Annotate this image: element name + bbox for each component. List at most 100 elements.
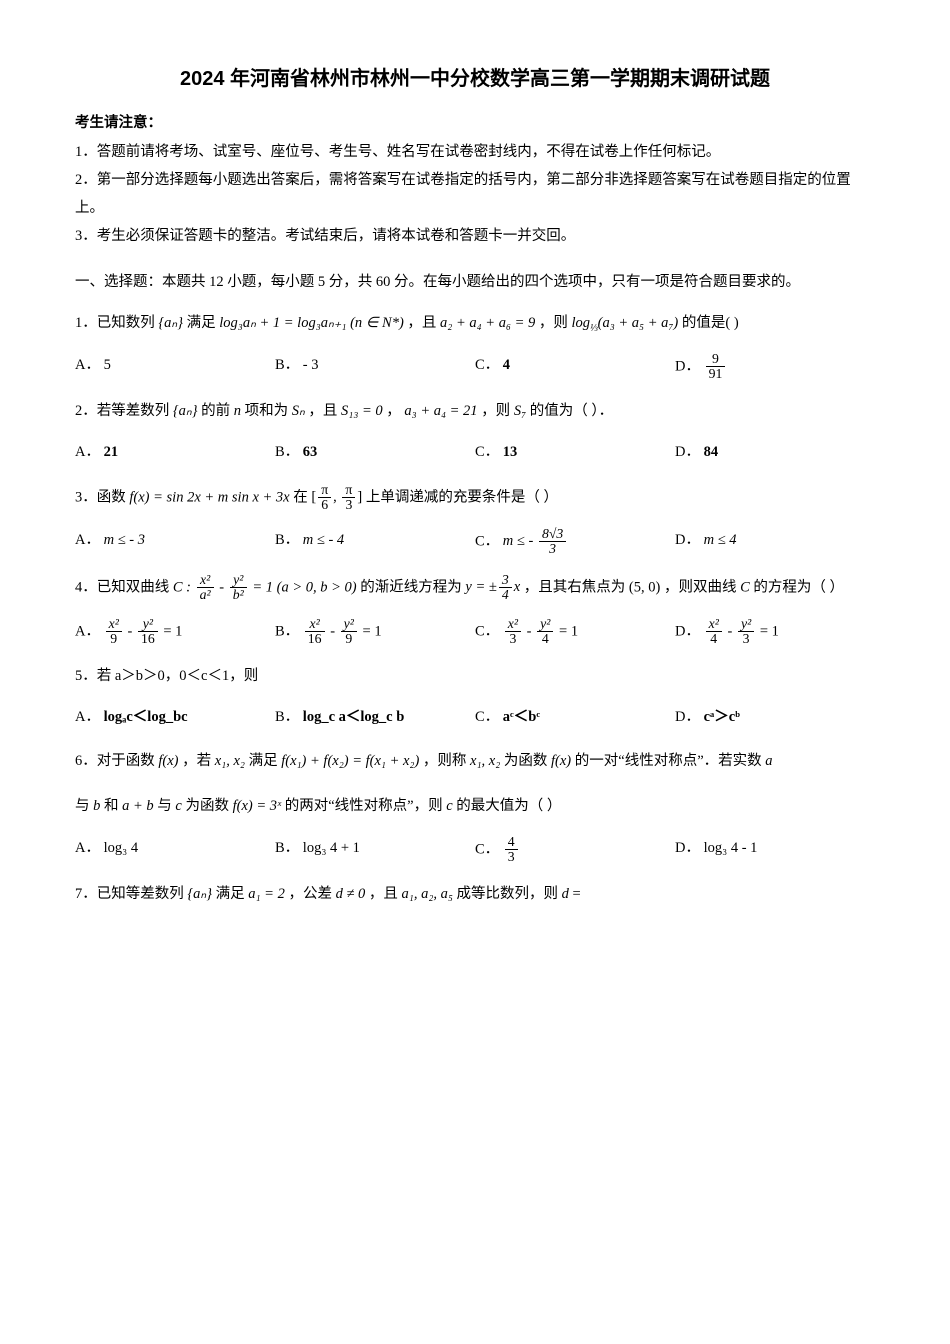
frac-num: π bbox=[318, 483, 331, 498]
frac: x²4 bbox=[706, 617, 722, 647]
frac-num: 9 bbox=[706, 352, 726, 367]
q2-choice-B: B． 63 bbox=[275, 439, 475, 467]
q5-choice-C: C． aᶜ＜bᶜ bbox=[475, 704, 675, 732]
minus: - bbox=[727, 623, 735, 639]
choice-label: A． bbox=[75, 532, 100, 548]
q3-fx: f(x) = sin 2x + m sin x + 3x bbox=[129, 489, 289, 505]
q6-text: 的最大值为（ ） bbox=[456, 798, 561, 814]
q4-text: 的渐近线方程为 bbox=[360, 579, 462, 595]
q4-asym-frac: 34 bbox=[499, 573, 512, 603]
frac-den: a² bbox=[197, 588, 214, 602]
choice-value: 21 bbox=[104, 444, 119, 460]
instruction-item: 2．第一部分选择题每小题选出答案后，需将答案写在试卷指定的括号内，第二部分非选择… bbox=[75, 167, 875, 222]
q3-C-pre: m ≤ - bbox=[503, 533, 534, 549]
q5-choices: A． logₐc＜log_bc B． log_c a＜log_c b C． aᶜ… bbox=[75, 704, 875, 732]
choice-label: C． bbox=[475, 841, 499, 857]
q7-text: ，公差 bbox=[288, 886, 332, 902]
choice-label: C． bbox=[475, 533, 499, 549]
choice-label: C． bbox=[475, 444, 499, 460]
q4-hyp-eq: = 1 (a > 0, b > 0) bbox=[252, 579, 356, 595]
q6-text: 和 bbox=[104, 798, 119, 814]
frac-num: y² bbox=[230, 573, 247, 588]
eqone: = 1 bbox=[559, 623, 578, 639]
q3-choice-B: B． m ≤ - 4 bbox=[275, 527, 475, 557]
choice-value: 5 bbox=[104, 357, 111, 373]
frac-den: 3 bbox=[539, 542, 566, 556]
q2-text: 项和为 bbox=[245, 403, 289, 419]
frac-num: y² bbox=[738, 617, 754, 632]
q2-n: n bbox=[234, 403, 241, 419]
q6-text: 为函数 bbox=[504, 753, 548, 769]
frac: x²3 bbox=[505, 617, 521, 647]
frac-num: y² bbox=[138, 617, 158, 632]
q7-text: 7．已知等差数列 bbox=[75, 886, 184, 902]
q6-fx3: f(x) = 3ˣ bbox=[233, 798, 282, 814]
q1-choice-B: B． - 3 bbox=[275, 352, 475, 382]
frac: x²9 bbox=[106, 617, 122, 647]
choice-value: logₐc＜log_bc bbox=[104, 709, 188, 725]
choice-label: C． bbox=[475, 357, 499, 373]
choice-label: D． bbox=[675, 623, 700, 639]
q7-seq: {aₙ} bbox=[187, 886, 212, 902]
choice-label: D． bbox=[675, 840, 700, 856]
choice-value: log₃ 4 - 1 bbox=[704, 840, 758, 856]
q1-seq: {aₙ} bbox=[158, 315, 183, 331]
bracket: [ bbox=[311, 489, 316, 505]
q2-choice-A: A． 21 bbox=[75, 439, 275, 467]
q3-choice-D: D． m ≤ 4 bbox=[675, 527, 875, 557]
choice-label: B． bbox=[275, 444, 299, 460]
choice-value: log_c a＜log_c b bbox=[303, 709, 405, 725]
q3-frac1: π6 bbox=[318, 483, 331, 513]
q4-text: ，且其右焦点为 bbox=[524, 579, 626, 595]
minus: - bbox=[527, 623, 535, 639]
q6-choice-C: C． 4 3 bbox=[475, 835, 675, 865]
eqone: = 1 bbox=[363, 623, 382, 639]
q7-text: = bbox=[573, 886, 581, 902]
q6-text: ，则称 bbox=[423, 753, 467, 769]
q3-choice-A: A． m ≤ - 3 bbox=[75, 527, 275, 557]
q6-C-frac: 4 3 bbox=[505, 835, 518, 865]
choice-label: D． bbox=[675, 532, 700, 548]
q6-text: ，若 bbox=[182, 753, 211, 769]
q2-text: 2．若等差数列 bbox=[75, 403, 169, 419]
q7-text: 满足 bbox=[216, 886, 245, 902]
choice-label: A． bbox=[75, 623, 100, 639]
q6-text: 的两对“线性对称点”，则 bbox=[285, 798, 443, 814]
choice-value: m ≤ 4 bbox=[704, 532, 737, 548]
choice-value: m ≤ - 8√3 3 bbox=[503, 533, 568, 549]
choice-value: log₃ 4 bbox=[104, 840, 138, 856]
q6-a: a bbox=[765, 753, 772, 769]
q7-text: ，且 bbox=[369, 886, 398, 902]
q6-text: 满足 bbox=[249, 753, 278, 769]
q2-Sn: Sₙ bbox=[292, 403, 305, 419]
frac-num: x² bbox=[106, 617, 122, 632]
choice-label: D． bbox=[675, 358, 700, 374]
frac-den: 4 bbox=[537, 632, 553, 646]
frac-den: 3 bbox=[505, 850, 518, 864]
q6-text: 与 bbox=[75, 798, 90, 814]
section-1-heading: 一、选择题：本题共 12 小题，每小题 5 分，共 60 分。在每小题给出的四个… bbox=[75, 269, 875, 297]
q6-eq: f(x₁) + f(x₂) = f(x₁ + x₂) bbox=[281, 753, 419, 769]
question-7: 7．已知等差数列 {aₙ} 满足 a₁ = 2 ，公差 d ≠ 0 ，且 a₁,… bbox=[75, 881, 875, 909]
q1-text: 1．已知数列 bbox=[75, 315, 155, 331]
q2-text: 的前 bbox=[201, 403, 230, 419]
eqone: = 1 bbox=[760, 623, 779, 639]
choice-value: - 3 bbox=[303, 357, 319, 373]
q2-choices: A． 21 B． 63 C． 13 D． 84 bbox=[75, 439, 875, 467]
choice-value: 63 bbox=[303, 444, 318, 460]
q2-text: 的值为（ ）． bbox=[530, 403, 613, 419]
choice-label: A． bbox=[75, 444, 100, 460]
choice-label: B． bbox=[275, 709, 299, 725]
q6-c2: c bbox=[446, 798, 452, 814]
q3-text: 3．函数 bbox=[75, 489, 126, 505]
q6-text: 与 bbox=[157, 798, 172, 814]
q6-choice-B: B． log₃ 4 + 1 bbox=[275, 835, 475, 865]
asym-pre: y = ± bbox=[465, 579, 496, 595]
q1-eq3-arg: (a₃ + a₅ + a₇) bbox=[598, 315, 679, 331]
q6-b: b bbox=[93, 798, 100, 814]
choice-value: 13 bbox=[503, 444, 518, 460]
q4-choice-B: B． x²16 - y²9 = 1 bbox=[275, 617, 475, 647]
question-6: 6．对于函数 f(x) ，若 x₁, x₂ 满足 f(x₁) + f(x₂) =… bbox=[75, 748, 875, 865]
q1-choices: A． 5 B． - 3 C． 4 D． 9 91 bbox=[75, 352, 875, 382]
q1-choice-D: D． 9 91 bbox=[675, 352, 875, 382]
